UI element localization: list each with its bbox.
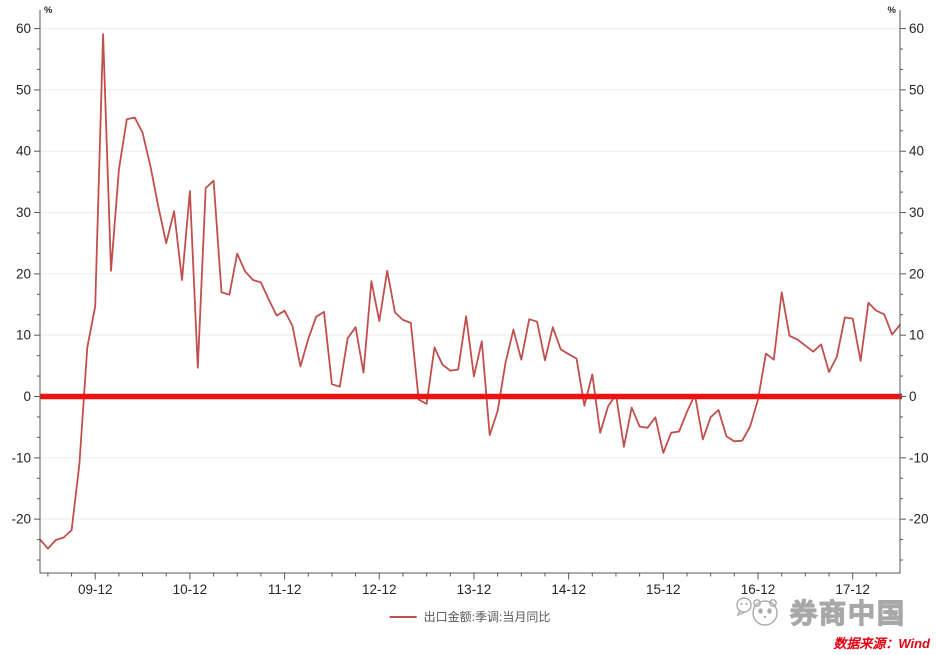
legend: 出口金额:季调:当月同比 bbox=[389, 609, 551, 625]
unit-labels: %% bbox=[44, 5, 897, 16]
svg-text:20: 20 bbox=[909, 266, 924, 281]
svg-text:16-12: 16-12 bbox=[741, 582, 776, 597]
y-axis-labels: -20 -20 -10 -10 0 0 10 10 20 20 30 30 40 40 50 50 60 60 bbox=[11, 21, 928, 527]
svg-text:13-12: 13-12 bbox=[457, 582, 492, 597]
svg-text:10: 10 bbox=[16, 328, 31, 343]
series-line bbox=[39, 33, 901, 550]
gridlines bbox=[40, 28, 900, 520]
svg-text:0: 0 bbox=[909, 389, 917, 404]
svg-text:10: 10 bbox=[909, 328, 924, 343]
svg-text:09-12: 09-12 bbox=[78, 582, 113, 597]
svg-text:30: 30 bbox=[909, 205, 924, 220]
tick-marks bbox=[34, 28, 906, 580]
svg-text:12-12: 12-12 bbox=[362, 582, 397, 597]
svg-text:-10: -10 bbox=[909, 450, 929, 465]
panda-chat-icon bbox=[736, 596, 778, 626]
svg-text:20: 20 bbox=[16, 266, 31, 281]
legend-label: 出口金额:季调:当月同比 bbox=[423, 610, 551, 624]
x-axis-labels: 09-12 10-12 11-12 12-12 13-12 14-12 15-12 16-12… bbox=[78, 582, 870, 597]
svg-text:-20: -20 bbox=[11, 512, 31, 527]
svg-text:60: 60 bbox=[16, 21, 31, 36]
brand-logo: 券商中国 bbox=[734, 592, 906, 631]
svg-text:0: 0 bbox=[23, 389, 31, 404]
svg-text:%: % bbox=[888, 5, 897, 16]
svg-text:14-12: 14-12 bbox=[551, 582, 586, 597]
data-source-note: 数据来源：Wind bbox=[833, 636, 930, 651]
svg-text:%: % bbox=[44, 5, 53, 16]
svg-text:60: 60 bbox=[909, 21, 924, 36]
svg-text:11-12: 11-12 bbox=[268, 582, 302, 597]
svg-text:50: 50 bbox=[16, 82, 31, 97]
brand-name: 券商中国 bbox=[789, 598, 906, 629]
svg-text:50: 50 bbox=[909, 82, 924, 97]
svg-text:40: 40 bbox=[16, 144, 31, 159]
legend-line-swatch bbox=[389, 616, 417, 618]
svg-text:-20: -20 bbox=[909, 512, 929, 527]
svg-text:30: 30 bbox=[16, 205, 31, 220]
axes bbox=[39, 10, 901, 574]
svg-text:10-12: 10-12 bbox=[173, 582, 208, 597]
svg-text:17-12: 17-12 bbox=[835, 582, 870, 597]
svg-text:40: 40 bbox=[909, 144, 924, 159]
svg-text:-10: -10 bbox=[11, 450, 31, 465]
svg-text:15-12: 15-12 bbox=[646, 582, 681, 597]
